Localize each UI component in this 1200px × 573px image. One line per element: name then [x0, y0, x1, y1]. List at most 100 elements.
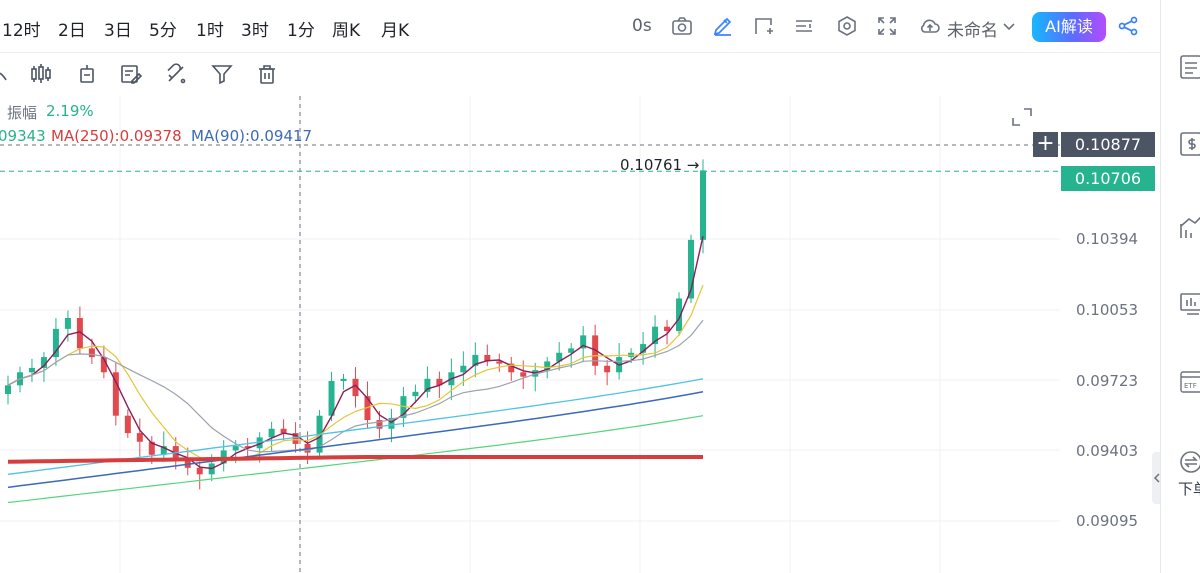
- timeframe-toolbar: 12时 2日 3日 5分 1时 3时 1分 周K 月K 0s 未命名 AI解读: [0, 0, 1160, 53]
- cloud-icon[interactable]: [918, 14, 942, 38]
- trash-icon[interactable]: [255, 62, 279, 86]
- fullscreen-icon[interactable]: [875, 14, 899, 38]
- note-edit-icon[interactable]: [119, 62, 143, 86]
- monitor-chart-icon[interactable]: [1179, 290, 1200, 318]
- candle-body: [280, 428, 287, 434]
- layout-name[interactable]: 未命名: [947, 21, 998, 41]
- share-icon[interactable]: [1116, 14, 1140, 38]
- filter-icon[interactable]: [210, 62, 234, 86]
- ma250-line: [7, 455, 703, 464]
- right-side-panel: ETF 下单: [1160, 0, 1200, 573]
- ma-line-green: [7, 415, 704, 504]
- dollar-doc-icon[interactable]: [1179, 130, 1200, 158]
- ma-line-medium: [7, 284, 704, 462]
- panel-collapse-handle[interactable]: [1152, 452, 1162, 504]
- price-chart[interactable]: 振幅 2.19% 09343 MA(250):0.09378 MA(90):0.…: [0, 96, 1160, 573]
- candle-body: [364, 396, 371, 421]
- trend-chart-icon[interactable]: [1179, 212, 1200, 240]
- candle-body: [676, 298, 683, 332]
- timeframe-1h[interactable]: 1时: [196, 21, 224, 41]
- chevron-down-icon[interactable]: [1001, 18, 1017, 34]
- timeframe-3h[interactable]: 3时: [241, 21, 269, 41]
- place-order-label[interactable]: 下单: [1178, 480, 1200, 498]
- candle-body: [640, 344, 647, 353]
- timeframe-12h[interactable]: 12时: [2, 21, 41, 41]
- amplitude-value: 2.19%: [46, 102, 94, 120]
- candle-body: [688, 239, 695, 299]
- candle-body: [436, 378, 443, 386]
- candle-body: [556, 352, 563, 362]
- timeframe-monthly[interactable]: 月K: [381, 21, 410, 41]
- candle-body: [76, 318, 83, 349]
- candle-body: [136, 433, 143, 442]
- timeframe-2d[interactable]: 2日: [58, 21, 86, 41]
- ma90-line: [7, 391, 704, 489]
- candle-body: [388, 417, 395, 429]
- ma90-legend: MA(90):0.09417: [191, 127, 313, 145]
- candle-body: [568, 348, 575, 353]
- candle-body: [232, 446, 239, 451]
- candle-body: [544, 361, 551, 371]
- current-price-tag: 0.10706: [1061, 166, 1155, 191]
- candle-body: [328, 380, 335, 416]
- ma-line-long: [7, 319, 704, 453]
- add-indicator-icon[interactable]: [752, 14, 776, 38]
- curve-tool-icon[interactable]: [0, 62, 10, 86]
- trade-icon[interactable]: [1179, 448, 1200, 476]
- high-price-marker: 0.10761 →: [620, 156, 700, 174]
- candle-body: [700, 170, 706, 240]
- pencil-icon[interactable]: [711, 14, 735, 38]
- candle-body: [400, 396, 407, 418]
- timeframe-5m[interactable]: 5分: [149, 21, 177, 41]
- settings-list-icon[interactable]: [792, 14, 816, 38]
- timeframe-1m[interactable]: 1分: [287, 21, 315, 41]
- svg-text:ETF: ETF: [1184, 382, 1197, 390]
- add-alert-button[interactable]: +: [1033, 132, 1058, 157]
- candle-body: [424, 378, 431, 392]
- bar-marker-icon[interactable]: [75, 62, 99, 86]
- candle-body: [484, 354, 491, 362]
- ma-line-short: [7, 236, 704, 470]
- amplitude-label: 振幅: [7, 104, 38, 122]
- timeframe-weekly[interactable]: 周K: [332, 21, 361, 41]
- candle-body: [376, 420, 383, 429]
- candle-body: [340, 378, 347, 381]
- price-axis-label: 0.09095: [1076, 512, 1139, 530]
- candle-body: [52, 328, 59, 358]
- candle-body: [88, 348, 95, 358]
- ai-analysis-button[interactable]: AI解读: [1032, 12, 1106, 42]
- timeframe-3d[interactable]: 3日: [104, 21, 132, 41]
- candle-body: [520, 372, 527, 377]
- drawing-toolbar: [0, 53, 1160, 95]
- candle-body: [496, 361, 503, 364]
- candle-body: [160, 446, 167, 455]
- candle-body: [292, 433, 299, 444]
- magnet-icon[interactable]: [164, 62, 188, 86]
- candle-body: [184, 459, 191, 468]
- candle-body: [352, 378, 359, 397]
- candle-body: [148, 441, 155, 455]
- candlestick-icon[interactable]: [29, 62, 53, 86]
- price-axis-label: 0.10053: [1076, 301, 1139, 319]
- candle-body: [256, 437, 263, 449]
- candle-body: [508, 363, 515, 373]
- etf-icon[interactable]: ETF: [1179, 368, 1200, 396]
- expand-chart-icon[interactable]: [1010, 106, 1034, 128]
- camera-icon[interactable]: [670, 14, 694, 38]
- price-axis-label: 0.09403: [1076, 442, 1139, 460]
- candle-body: [412, 391, 419, 397]
- price-axis-label: 0.09723: [1076, 372, 1139, 390]
- crosshair-price-tag: 0.10877: [1061, 132, 1155, 157]
- candle-body: [5, 385, 11, 395]
- ma250-legend: MA(250):0.09378: [51, 127, 182, 145]
- hexagon-settings-icon[interactable]: [835, 14, 859, 38]
- candle-body: [604, 365, 611, 373]
- candle-body: [652, 326, 659, 345]
- candle-body: [196, 467, 203, 475]
- chart-canvas[interactable]: [0, 96, 1160, 573]
- orderbook-icon[interactable]: [1179, 53, 1200, 81]
- candle-body: [40, 357, 47, 368]
- candle-body: [580, 335, 587, 349]
- candle-body: [460, 365, 467, 373]
- candle-body: [112, 372, 119, 416]
